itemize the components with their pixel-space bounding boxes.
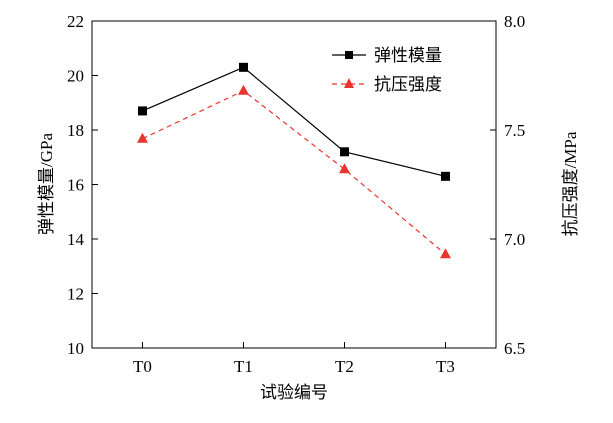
legend: 弹性模量 抗压强度 (332, 46, 442, 94)
legend-label-modulus: 弹性模量 (374, 46, 442, 65)
x-tick-label: T0 (133, 357, 152, 376)
legend-label-strength: 抗压强度 (374, 75, 442, 94)
data-point-strength-T2 (339, 163, 350, 174)
legend-marker-modulus (345, 51, 353, 59)
y2-tick-label: 6.5 (504, 339, 525, 358)
y2-axis-title: 抗压强度/MPa (561, 131, 580, 236)
data-point-modulus-T3 (441, 171, 450, 181)
x-tick-label: T2 (335, 357, 354, 376)
y-tick-label: 16 (67, 176, 84, 195)
y-tick-label: 22 (67, 12, 84, 31)
x-tick-label: T3 (436, 357, 455, 376)
data-point-strength-T0 (137, 132, 148, 143)
y2-tick-label: 7.0 (504, 230, 525, 249)
y-tick-label: 12 (67, 285, 84, 304)
y-axis-title: 弹性模量/GPa (37, 133, 56, 235)
y-tick-label: 18 (67, 121, 84, 140)
series-line-0 (142, 66, 446, 177)
y2-tick-label: 7.5 (504, 121, 525, 140)
y-tick-label: 10 (67, 339, 84, 358)
y-tick-label: 20 (67, 67, 84, 86)
data-point-modulus-T0 (138, 106, 147, 116)
x-axis-title: 试验编号 (260, 383, 328, 402)
x-tick-label: T1 (234, 357, 253, 376)
data-point-modulus-T1 (239, 62, 248, 72)
y2-tick-label: 8.0 (504, 12, 525, 31)
data-point-modulus-T2 (340, 147, 349, 157)
data-point-strength-T1 (238, 84, 249, 95)
y-tick-label: 14 (67, 230, 85, 249)
plot-frame (91, 20, 497, 349)
series-line-1 (142, 90, 446, 255)
data-point-strength-T3 (440, 248, 451, 259)
legend-marker-strength (344, 78, 354, 88)
